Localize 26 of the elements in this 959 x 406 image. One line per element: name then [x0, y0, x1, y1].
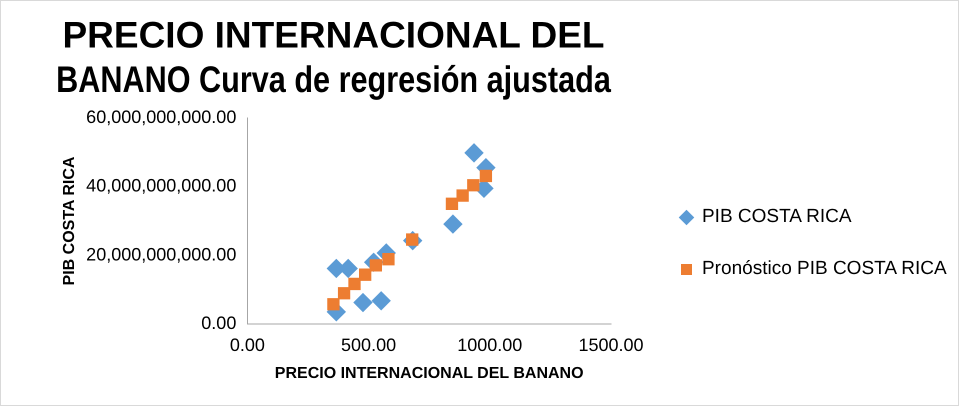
point [467, 179, 480, 192]
point [480, 170, 492, 182]
point [382, 253, 395, 266]
y-axis-title: PIB COSTA RICA [61, 156, 78, 286]
x-tick-label: 1500.00 [578, 334, 644, 355]
point [456, 189, 469, 202]
legend-label: Pronóstico PIB COSTA RICA [702, 258, 947, 280]
x-tick-label: 0.00 [230, 334, 265, 355]
y-tick-label: 0.00 [201, 313, 236, 334]
y-tick-label: 40,000,000,000.00 [86, 176, 236, 196]
point [464, 143, 484, 162]
point [372, 291, 391, 310]
y-tick-label: 60,000,000,000.00 [86, 106, 236, 127]
point [353, 293, 372, 312]
point [348, 278, 361, 290]
point [446, 198, 458, 210]
legend-label: PIB COSTA RICA [702, 206, 852, 228]
point [443, 214, 462, 234]
point [338, 287, 350, 300]
point [327, 298, 340, 310]
x-tick-label: 500.00 [341, 334, 396, 355]
x-tick-label: 1000.00 [457, 334, 522, 355]
chart-title: PRECIO INTERNACIONAL DEL BANANO Curva de regresión ajustada [56, 14, 612, 101]
x-axis-title: PRECIO INTERNACIONAL DEL BANANO [274, 364, 584, 382]
y-tick-label: 20,000,000,000.00 [86, 244, 236, 264]
point [359, 268, 372, 281]
